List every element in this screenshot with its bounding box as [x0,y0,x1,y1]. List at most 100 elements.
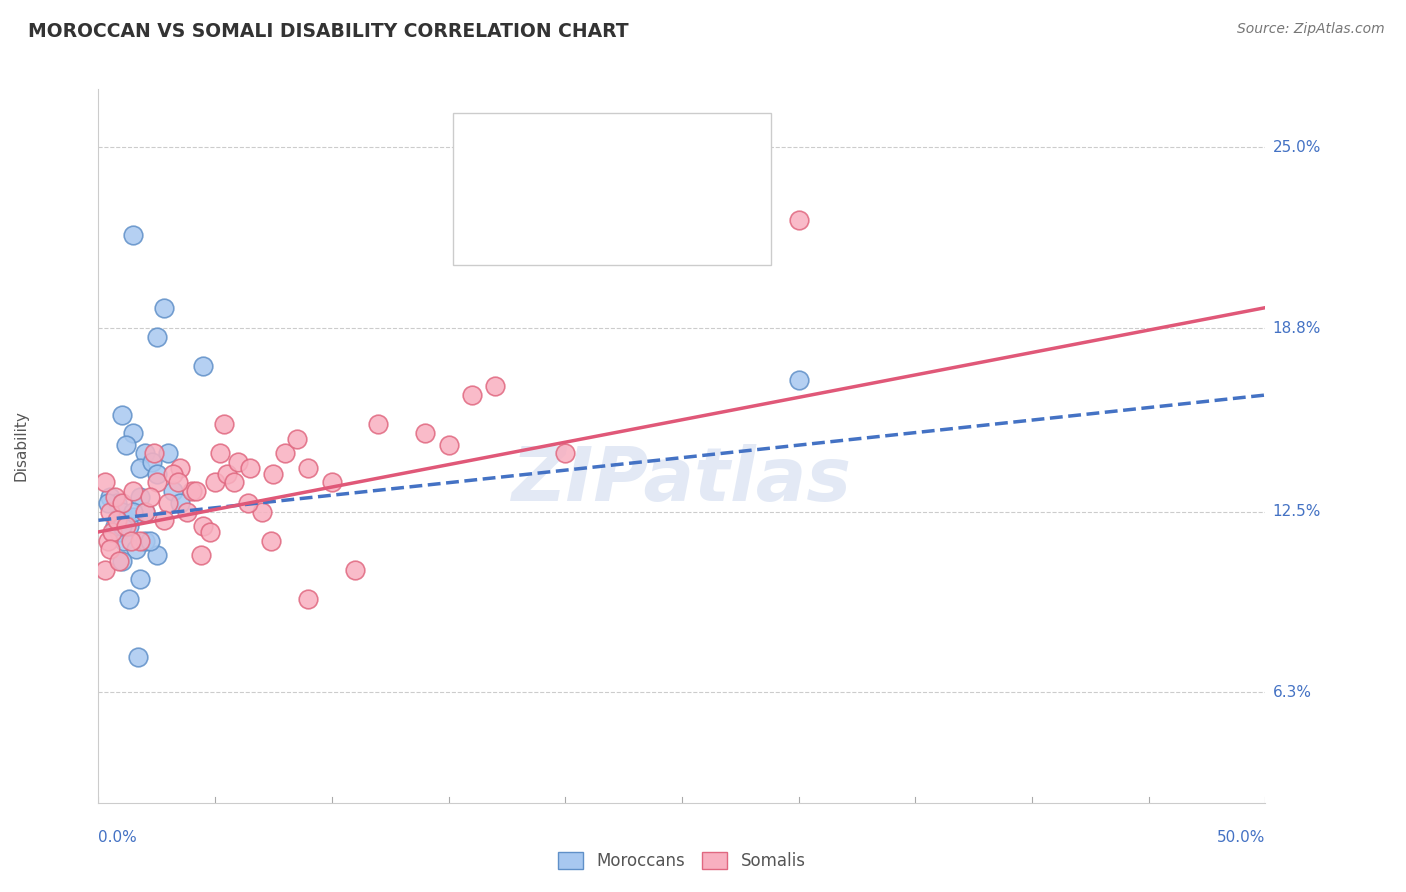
Text: N =: N = [596,156,640,171]
Point [134,504,156,518]
Point [152,513,174,527]
Point [204,475,226,490]
Point [239,460,262,475]
Point [111,409,134,423]
Point [134,504,156,518]
Point [437,437,460,451]
Point [157,446,180,460]
Text: 12.5%: 12.5% [1272,504,1320,519]
Point [111,554,134,568]
Point [787,213,810,227]
Point [115,437,138,451]
Point [115,513,138,527]
Point [118,591,141,606]
Point [413,425,436,440]
Point [139,533,162,548]
Text: 54: 54 [650,218,669,232]
Point [236,496,259,510]
Point [162,467,184,481]
Point [105,513,128,527]
Point [169,496,191,510]
Point [104,490,127,504]
Point [166,475,188,490]
Text: 25.0%: 25.0% [1272,140,1320,155]
Text: ■: ■ [471,153,492,173]
Point [125,542,148,557]
Point [127,650,149,665]
Point [143,446,166,460]
Point [285,432,308,446]
Text: 18.8%: 18.8% [1272,320,1320,335]
Point [122,425,145,440]
Point [111,496,134,510]
Point [146,475,169,490]
Point [118,519,141,533]
Text: R =: R = [496,218,530,232]
Text: 0.106: 0.106 [538,156,582,171]
Point [98,490,121,504]
Point [215,467,238,481]
Point [122,227,145,242]
Text: 50.0%: 50.0% [1218,830,1265,845]
Point [101,524,124,539]
Point [120,533,142,548]
Point [129,460,152,475]
Point [94,563,117,577]
Point [97,533,120,548]
Text: ■: ■ [471,215,492,235]
Text: 0.458: 0.458 [538,218,582,232]
Point [122,484,145,499]
Point [98,542,121,557]
Point [554,446,576,460]
Point [484,379,506,393]
Point [260,533,283,548]
Point [129,533,152,548]
Text: 6.3%: 6.3% [1272,685,1312,699]
Point [141,455,163,469]
Text: N =: N = [596,218,640,232]
Point [105,496,128,510]
Point [162,484,184,499]
Point [97,496,120,510]
Text: Source: ZipAtlas.com: Source: ZipAtlas.com [1237,22,1385,37]
Text: ZIPatlas: ZIPatlas [512,444,852,516]
Point [344,563,367,577]
Point [139,490,162,504]
Text: R =: R = [496,156,530,171]
Point [262,467,284,481]
Point [122,510,145,524]
Point [671,243,693,257]
Point [146,548,169,562]
Point [104,519,127,533]
Point [193,359,215,373]
Point [297,591,319,606]
Point [461,388,484,402]
Point [321,475,343,490]
Point [108,524,131,539]
Point [176,504,198,518]
Point [146,330,169,344]
Point [180,484,202,499]
Point [367,417,389,432]
Point [186,484,208,499]
Point [208,446,231,460]
Point [157,496,180,510]
Point [222,475,245,490]
Point [146,467,169,481]
Point [169,460,191,475]
Point [297,460,319,475]
Point [134,533,156,548]
Point [200,524,222,539]
Point [94,475,117,490]
Point [787,374,810,388]
Text: 0.0%: 0.0% [98,830,138,845]
Text: Disability: Disability [14,410,28,482]
Text: 37: 37 [650,156,669,171]
Legend: Moroccans, Somalis: Moroccans, Somalis [551,845,813,877]
Point [228,455,250,469]
Point [214,417,236,432]
Point [108,554,131,568]
Point [274,446,297,460]
Point [111,504,134,518]
Point [129,572,152,586]
